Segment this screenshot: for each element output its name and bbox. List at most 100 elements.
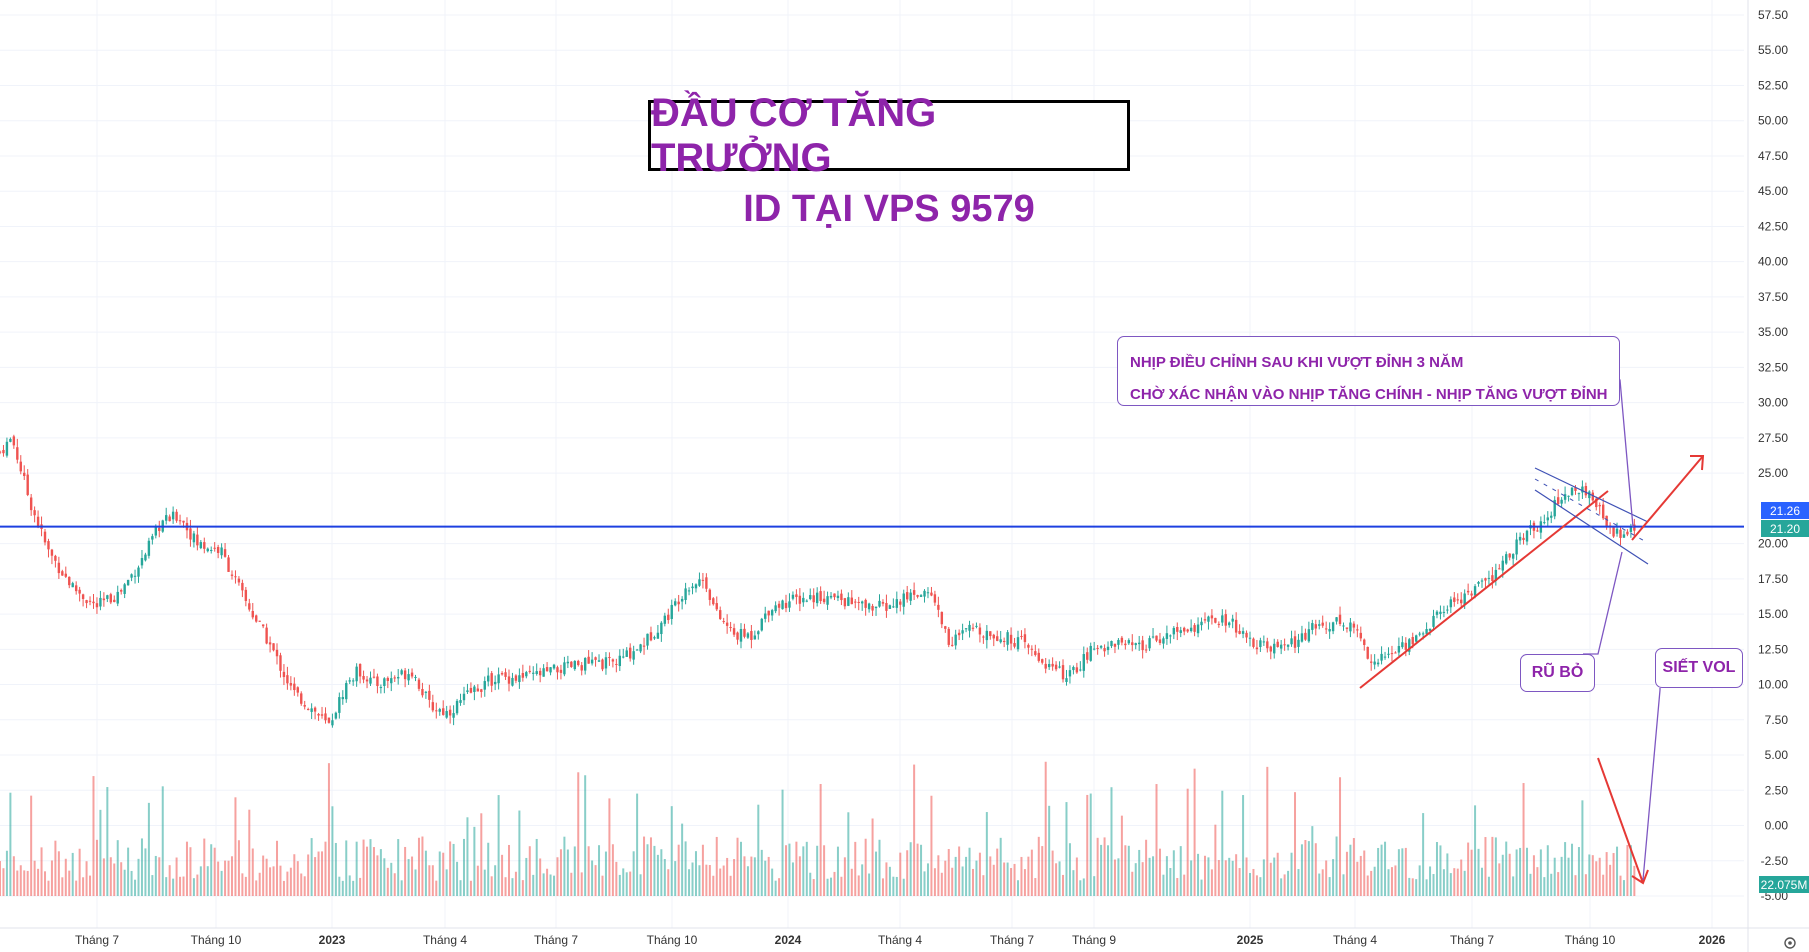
volume-bar (251, 848, 254, 896)
volume-bar (1526, 847, 1529, 896)
volume-bar (459, 880, 462, 896)
volume-bar (1183, 874, 1186, 896)
volume-bar (1030, 849, 1033, 896)
volume-bar (1297, 869, 1300, 896)
volume-bar (566, 849, 569, 896)
volume-bar (951, 867, 954, 896)
candle-body (327, 717, 331, 723)
volume-bar (417, 837, 420, 896)
volume-bar (573, 846, 576, 896)
volume-bar (1415, 879, 1418, 896)
annotation-main-note[interactable]: NHỊP ĐIỀU CHỈNH SAU KHI VƯỢT ĐỈNH 3 NĂM … (1117, 336, 1620, 406)
x-axis: Tháng 7 Tháng 10 2023 Tháng 4 Tháng 7 Tháng 1… (0, 927, 1809, 947)
volume-bar (487, 842, 490, 896)
y-tick-label: 25.00 (1758, 466, 1788, 480)
volume-bar (393, 873, 396, 896)
candle-body (1238, 630, 1241, 634)
y-tick-label: 20.00 (1758, 537, 1788, 551)
volume-bar (1435, 842, 1438, 896)
candle-body (88, 600, 92, 602)
volume-bar (975, 860, 978, 896)
candle-body (694, 584, 698, 589)
annotation-vol-squeeze[interactable]: SIẾT VOL (1655, 648, 1743, 688)
volume-bar (248, 809, 251, 896)
candle-body (171, 511, 175, 520)
volume-bar (431, 865, 434, 896)
volume-bar (1248, 873, 1251, 896)
candle-body (1477, 582, 1480, 584)
volume-bar (795, 841, 798, 896)
volume-bar (677, 844, 680, 896)
volume-bar (78, 848, 81, 896)
volume-bar (296, 861, 299, 896)
annotation-shakeout[interactable]: RŨ BỎ (1520, 654, 1595, 692)
settings-gear-icon[interactable] (1784, 937, 1796, 949)
volume-bar (307, 854, 310, 896)
candle-body (12, 436, 16, 446)
volume-bar (729, 875, 732, 896)
y-tick-label: 57.50 (1758, 8, 1788, 22)
candle-body (1023, 634, 1027, 643)
candle-body (1162, 638, 1165, 644)
candle-body (113, 599, 116, 603)
volume-bar (293, 854, 296, 896)
candle-body (535, 671, 538, 675)
x-tick-label: 2026 (1699, 933, 1726, 947)
trendline (1359, 490, 1609, 689)
volume-bar (954, 856, 957, 896)
candle-body (1318, 624, 1321, 626)
volume-bar (1017, 880, 1020, 896)
candle-body (1363, 639, 1366, 645)
volume-bar (1269, 862, 1272, 896)
volume-bar (864, 838, 867, 896)
candle-body (1373, 661, 1376, 665)
volume-bar (1037, 836, 1040, 896)
volume-bar (286, 871, 289, 896)
volume-bar (241, 873, 244, 896)
candle-body (1563, 494, 1567, 500)
candle-body (29, 497, 33, 511)
candle-body (1511, 554, 1515, 559)
volume-bar (407, 859, 410, 896)
candle-body (670, 604, 673, 619)
volume-bar (1311, 826, 1314, 896)
candle-body (36, 516, 40, 527)
candle-body (223, 549, 227, 557)
volume-bar (341, 880, 344, 896)
volume-bar (1345, 851, 1348, 896)
volume-bar (1287, 870, 1290, 896)
x-tick-label: Tháng 10 (191, 933, 242, 947)
candle-body (1086, 652, 1089, 660)
volume-bar (386, 867, 389, 896)
volume-bar (1539, 849, 1542, 896)
volume-bar (1304, 840, 1307, 896)
candle-body (1103, 648, 1106, 652)
y-tick-label: 42.50 (1758, 219, 1788, 233)
candle-body (1581, 486, 1584, 493)
candle-body (1588, 491, 1591, 499)
volume-bar (1283, 874, 1286, 896)
candle-body (1113, 643, 1117, 647)
volume-bar (1103, 837, 1106, 896)
candle-body (1435, 611, 1439, 615)
candle-body (1065, 678, 1068, 682)
volume-bar (1013, 863, 1016, 896)
candle-body (833, 593, 836, 598)
candle-body (1342, 625, 1345, 627)
volume-bar (497, 795, 500, 896)
volume-bar (47, 880, 50, 896)
volume-bar (508, 844, 511, 896)
volume-bar (196, 874, 199, 896)
volume-bar (646, 844, 649, 896)
volume-bar (272, 866, 275, 896)
channel-upper (1534, 467, 1649, 523)
volume-bar (875, 851, 878, 896)
volume-bar (861, 864, 864, 896)
candle-body (819, 591, 822, 602)
volume-bar (1141, 862, 1144, 896)
candle-body (1186, 629, 1189, 632)
candle-body (511, 677, 514, 686)
candle-body (1207, 616, 1210, 622)
volume-bar (622, 868, 625, 896)
